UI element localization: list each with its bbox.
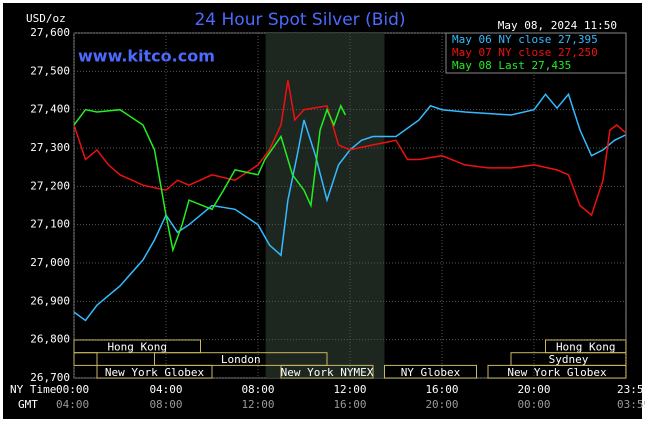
y-tick-label: 27,200	[30, 179, 70, 192]
x-tick-label: 16:00	[425, 383, 458, 396]
highlight-band	[265, 33, 385, 378]
session-box	[73, 352, 98, 366]
legend-box	[445, 32, 627, 74]
session-box	[73, 339, 201, 354]
legend-entry: May 06 NY close 27,395	[452, 33, 598, 46]
gmt-tick-label: 16:00	[333, 398, 366, 411]
y-tick-label: 27,600	[30, 26, 70, 39]
x-tick-label: 23:59	[617, 383, 645, 396]
session-label: New York Globex	[507, 366, 607, 379]
y-tick-label: 27,100	[30, 218, 70, 231]
session-label: NY Globex	[401, 366, 461, 379]
series-line	[73, 80, 626, 217]
y-tick-label: 27,400	[30, 103, 70, 116]
y-tick-label: 27,500	[30, 64, 70, 77]
y-tick-label: 26,900	[30, 294, 70, 307]
legend-entry: May 08 Last 27,435	[452, 59, 571, 72]
session-label: New York Globex	[105, 366, 205, 379]
session-label: Hong Kong	[107, 340, 167, 353]
series-line	[73, 92, 626, 322]
gmt-label: GMT	[18, 398, 38, 411]
session-label: Sydney	[549, 353, 589, 366]
session-box	[280, 364, 374, 379]
gmt-tick-label: 04:00	[56, 398, 89, 411]
x-tick-label: 00:00	[56, 383, 89, 396]
session-box	[96, 364, 213, 379]
gmt-tick-label: 03:59	[617, 398, 645, 411]
gmt-tick-label: 08:00	[149, 398, 182, 411]
x-tick-label: 12:00	[333, 383, 366, 396]
series-line	[73, 103, 347, 253]
y-unit: USD/oz	[26, 12, 66, 25]
x-tick-label: 04:00	[149, 383, 182, 396]
gmt-tick-label: 00:00	[517, 398, 550, 411]
x-tick-label: 08:00	[241, 383, 274, 396]
timestamp: May 08, 2024 11:50	[498, 19, 617, 32]
gmt-tick-label: 12:00	[241, 398, 274, 411]
session-box	[384, 364, 477, 379]
y-tick-label: 27,300	[30, 141, 70, 154]
x-tick-label: 20:00	[517, 383, 550, 396]
y-tick-label: 26,800	[30, 333, 70, 346]
watermark: www.kitco.com	[78, 47, 215, 66]
chart-title: 24 Hour Spot Silver (Bid)	[194, 10, 405, 30]
gmt-tick-label: 20:00	[425, 398, 458, 411]
session-box	[154, 352, 328, 366]
session-label: London	[221, 353, 261, 366]
y-tick-label: 27,000	[30, 256, 70, 269]
legend-entry: May 07 NY close 27,250	[452, 46, 598, 59]
session-box	[487, 364, 627, 379]
session-label: Hong Kong	[556, 340, 616, 353]
y-tick-label: 26,700	[30, 371, 70, 384]
ny-time-label: NY Time	[10, 383, 56, 396]
session-label: New York NYMEX	[281, 366, 374, 379]
